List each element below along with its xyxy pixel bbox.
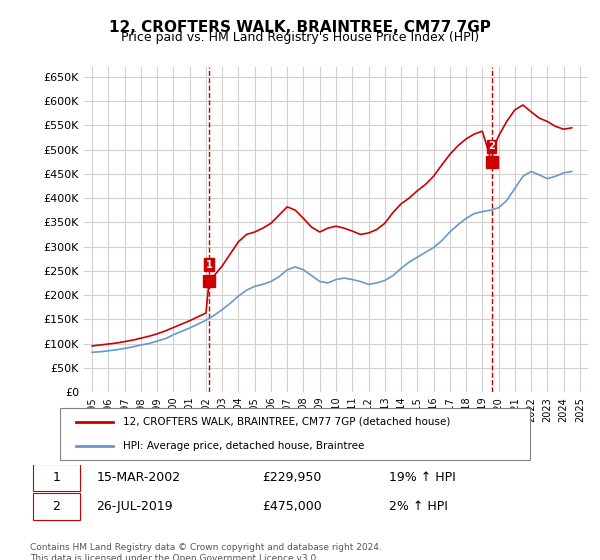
Text: Contains HM Land Registry data © Crown copyright and database right 2024.
This d: Contains HM Land Registry data © Crown c… [30, 543, 382, 560]
Text: 1: 1 [53, 471, 61, 484]
Text: Price paid vs. HM Land Registry's House Price Index (HPI): Price paid vs. HM Land Registry's House … [121, 31, 479, 44]
Text: 2: 2 [488, 141, 495, 151]
Text: 19% ↑ HPI: 19% ↑ HPI [389, 471, 455, 484]
Text: £229,950: £229,950 [262, 471, 321, 484]
Text: £475,000: £475,000 [262, 500, 322, 514]
Text: 26-JUL-2019: 26-JUL-2019 [96, 500, 173, 514]
Text: HPI: Average price, detached house, Braintree: HPI: Average price, detached house, Brai… [124, 441, 365, 451]
Text: 1: 1 [206, 260, 212, 270]
FancyBboxPatch shape [33, 464, 80, 491]
Text: 12, CROFTERS WALK, BRAINTREE, CM77 7GP (detached house): 12, CROFTERS WALK, BRAINTREE, CM77 7GP (… [124, 417, 451, 427]
FancyBboxPatch shape [60, 408, 530, 460]
Text: 2% ↑ HPI: 2% ↑ HPI [389, 500, 448, 514]
FancyBboxPatch shape [33, 493, 80, 520]
Text: 12, CROFTERS WALK, BRAINTREE, CM77 7GP: 12, CROFTERS WALK, BRAINTREE, CM77 7GP [109, 20, 491, 35]
Text: 15-MAR-2002: 15-MAR-2002 [96, 471, 181, 484]
Text: 2: 2 [53, 500, 61, 514]
